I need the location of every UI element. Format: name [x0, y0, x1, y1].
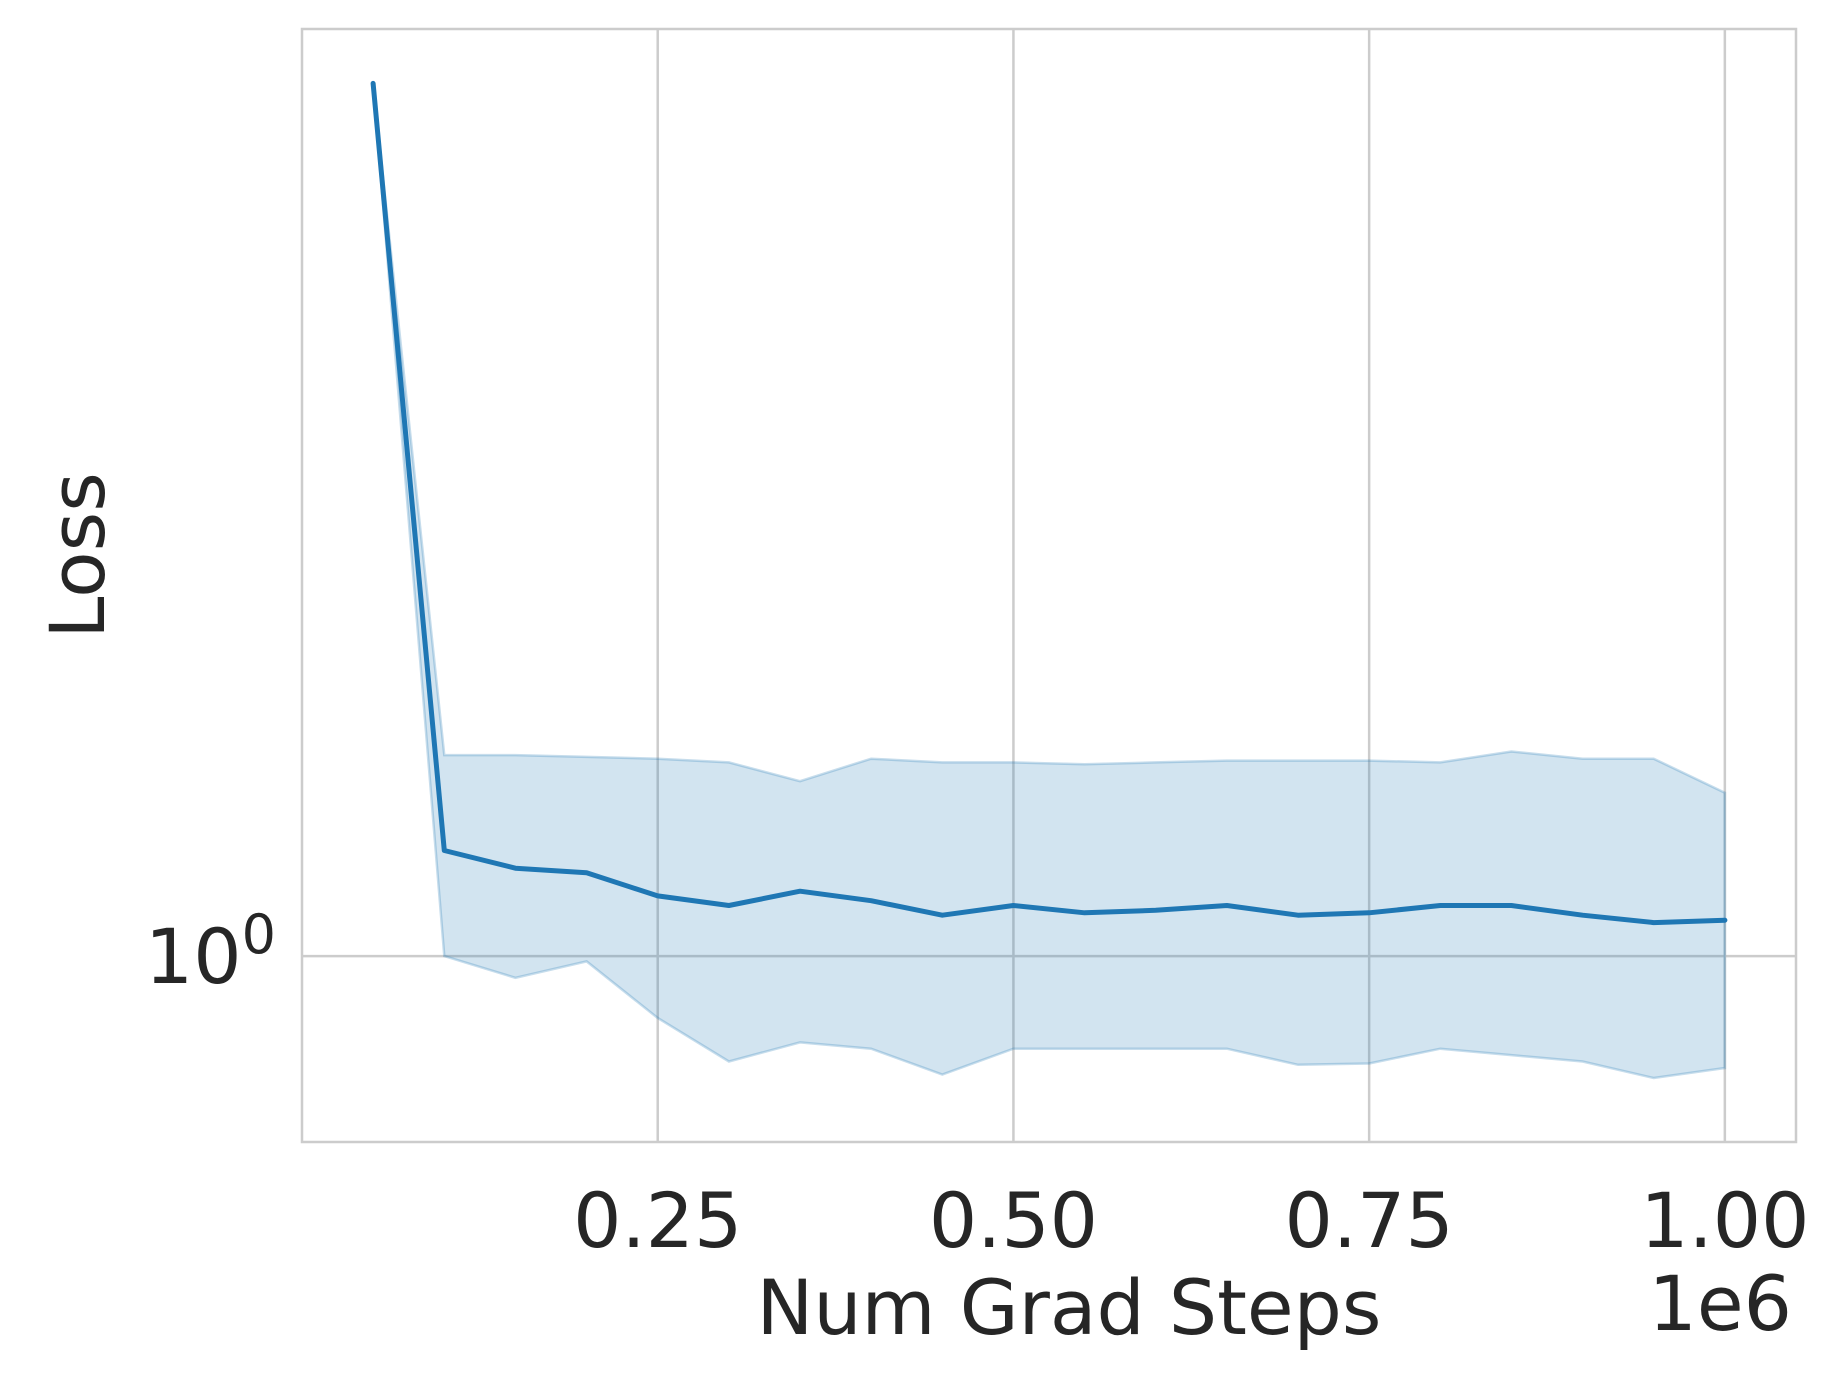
x-tick-label: 1.00 — [1640, 1176, 1809, 1265]
x-tick-label: 0.25 — [573, 1176, 742, 1265]
x-tick-label: 0.75 — [1285, 1176, 1454, 1265]
x-tick-label: 0.50 — [929, 1176, 1098, 1265]
y-tick-labels: 100 — [145, 903, 276, 1001]
series-lines-group — [370, 80, 1728, 926]
y-tick-base: 10 — [145, 912, 242, 1001]
series-0-confidence-band — [371, 83, 1727, 1080]
y-tick-label: 100 — [145, 903, 276, 1001]
grid-lines — [302, 29, 1796, 1142]
y-axis-label: Loss — [33, 472, 122, 639]
plot-frame — [300, 27, 1798, 1144]
x-axis-offset-text: 1e6 — [1649, 1259, 1792, 1348]
x-axis-label: Num Grad Steps — [757, 1263, 1382, 1352]
x-tick-labels: 0.25 0.50 0.75 1.00 — [573, 1176, 1809, 1265]
confidence-band-group — [371, 83, 1727, 1080]
series-0-line — [370, 80, 1728, 926]
y-tick-exponent: 0 — [242, 903, 276, 966]
